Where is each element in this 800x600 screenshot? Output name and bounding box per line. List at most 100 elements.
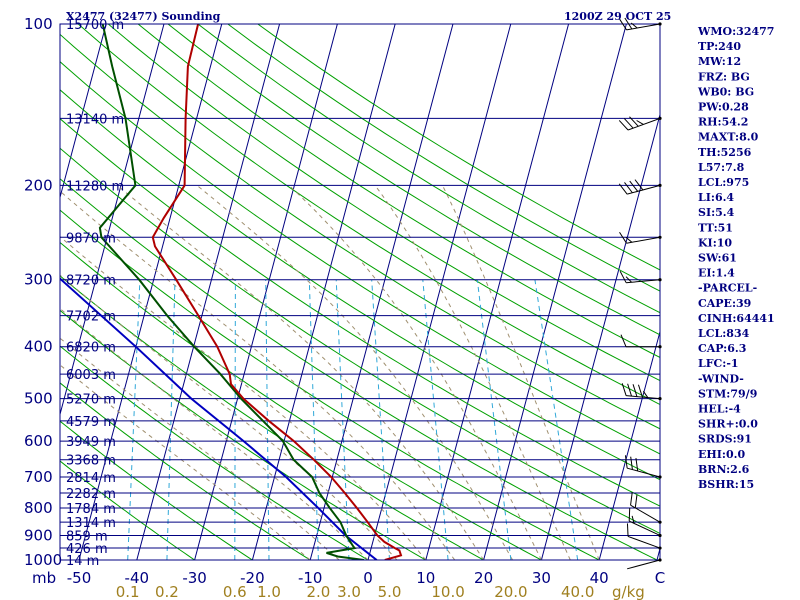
height-label: 14 m [66,554,99,569]
pressure-label: 800 [24,499,53,517]
wind-barb-base [658,397,662,401]
profile-traces [60,24,403,560]
wind-barb-staff [626,23,661,31]
mixing-ratio-line [534,279,579,560]
dry-adiabat [60,309,427,560]
height-label: 1314 m [66,516,116,531]
wind-barb-feather [624,17,633,30]
wind-barb [628,508,662,538]
mixing-ratio-label: 0.2 [155,583,179,600]
wind-barb-staff [630,504,661,523]
index-line: FRZ: BG [698,70,750,83]
wind-barb-feather [618,183,628,195]
mixing-ratio-label: 3.0 [337,583,361,600]
wind-barb-base [658,22,662,26]
wind-barb [619,231,662,244]
mixing-ratio-line [335,279,350,560]
index-line: HEL:-4 [698,403,741,416]
wind-barb-staff [627,117,661,131]
height-label: 11280 m [66,179,124,194]
mixing-ratio-label: 2.0 [306,583,330,600]
moist-adiabat [374,185,571,560]
temperature-trace [151,24,403,560]
moist-adiabat [442,185,600,560]
mixing-ratio-label: 40.0 [561,583,594,600]
index-line: MW:12 [698,55,741,68]
height-label: 426 m [66,542,108,557]
wind-barb [619,17,662,31]
wind-barb-feather [619,231,627,244]
dry-adiabat [60,89,660,481]
temperature-tick-label: -20 [240,569,265,587]
index-line: PW:0.28 [698,101,749,114]
index-line: WB0: BG [697,85,754,98]
temperature-tick-label: 30 [532,569,551,587]
index-line: KI:10 [698,236,732,249]
pressure-unit-label: mb [32,569,56,587]
wind-barb-feather [634,494,638,508]
mixing-ratio-line [265,279,270,560]
index-line: SW:61 [698,252,737,265]
moist-adiabat [60,337,340,560]
wind-barb-feather [627,383,633,397]
wind-barb-base [658,520,662,524]
height-label: 6003 m [66,368,116,383]
height-label: 6820 m [66,341,116,356]
index-line: L57:7.8 [698,161,745,174]
dry-adiabat [60,33,660,430]
wind-barb-staff [626,395,661,400]
mixing-ratio-line [308,279,319,560]
isotherm-line [251,24,396,560]
pressure-label: 600 [24,432,53,450]
wind-barb-feather [629,116,639,127]
height-label: 9870 m [66,231,116,246]
index-line: LI:6.4 [698,191,734,204]
index-line: CAP:6.3 [698,342,746,355]
wind-barb-feather [630,456,633,470]
wind-barb [630,492,662,524]
index-line: BRN:2.6 [698,463,750,476]
isotherm-line [367,24,512,560]
height-label: 859 m [66,529,108,544]
wind-barb-feather [634,179,644,191]
index-line: LCL:834 [698,327,750,340]
index-line: STM:79/9 [698,387,757,400]
index-line: BSHR:15 [698,478,754,491]
index-line: LCL:975 [698,176,749,189]
height-label: 15700 m [66,18,124,33]
wind-barb-feather [624,182,633,194]
height-label: 2814 m [66,471,116,486]
mixing-ratio-label: 20.0 [494,583,527,600]
mixing-ratio-line [476,279,512,560]
wind-barb-feather [635,458,639,472]
pressure-label: 700 [24,468,53,486]
wind-barb-feather [623,118,634,129]
height-label: 4579 m [66,415,116,430]
wind-barb-staff [626,279,661,284]
mixing-ratio-line [234,279,236,560]
pressure-label: 1000 [24,551,62,569]
height-label: 3368 m [66,454,116,469]
wind-barb-base [658,183,662,187]
wind-barb-staff [627,559,661,570]
temperature-tick-label: 0 [363,569,373,587]
wind-barb-feather [625,236,633,243]
wind-barb-feather [625,276,632,283]
plot-frame [59,23,661,561]
chart-title: X2477 (32477) Sounding [66,10,221,23]
moist-adiabat [60,236,427,560]
wind-barb-feather [620,334,627,347]
index-line: -WIND- [698,372,744,385]
isotherm-line [136,24,281,560]
moist-adiabat [116,185,485,560]
temperature-tick-label: 10 [416,569,435,587]
index-line: TP:240 [698,40,741,53]
mixing-ratio-line [371,279,391,560]
wind-barb-feather [630,22,638,29]
height-label: 1784 m [66,502,116,517]
mixing-ratio-label: 0.6 [223,583,247,600]
index-line: LFC:-1 [698,357,739,370]
wind-barb-base [658,475,662,479]
height-label: 3949 m [66,435,116,450]
